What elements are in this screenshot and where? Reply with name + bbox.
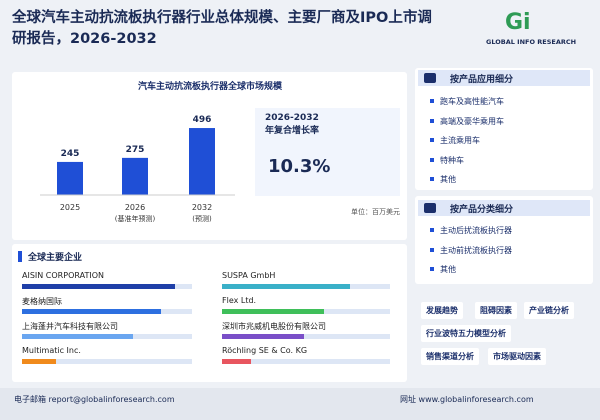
icon bbox=[424, 73, 436, 83]
cagr-box bbox=[255, 108, 400, 196]
title: 全球汽车主动抗流板执行器行业总体规模、主要厂商及IPO上市调 研报告，2026-… bbox=[12, 8, 432, 50]
chart: 汽车主动抗流板执行器全球市场规模 2026-2032 年复合增长率 10.3% … bbox=[40, 80, 400, 223]
header-bar bbox=[418, 70, 590, 86]
web-label: 网址 bbox=[400, 395, 416, 404]
footer-email: 电子邮箱 report@globalinforesearch.com bbox=[14, 394, 175, 405]
x-tick-label: 2026 bbox=[125, 203, 145, 212]
logo-mark: Gi bbox=[505, 10, 531, 35]
company-name: 麦格纳国际 bbox=[22, 297, 62, 306]
cagr-label: 年复合增长率 bbox=[265, 124, 319, 136]
chart-title: 汽车主动抗流板执行器全球市场规模 bbox=[138, 80, 283, 92]
x-tick-note: (基准年预测) bbox=[115, 214, 156, 223]
section-title: 全球主要企业 bbox=[28, 253, 83, 263]
bullet bbox=[430, 247, 434, 252]
value-label: 496 bbox=[193, 115, 212, 125]
footer-web: 网址 www.globalinforesearch.com bbox=[400, 394, 534, 405]
bullet bbox=[430, 157, 434, 162]
list-item: 特种车 bbox=[440, 155, 464, 165]
list-item: 主动前扰流板执行器 bbox=[440, 245, 512, 255]
list-item: 跑车及高性能汽车 bbox=[440, 97, 504, 106]
company-bar bbox=[222, 334, 305, 339]
bar-track bbox=[22, 359, 192, 364]
section-title: 按产品应用细分 bbox=[450, 75, 514, 85]
tag: 阻碍因素 bbox=[475, 302, 517, 319]
bar bbox=[189, 128, 215, 195]
tag: 市场驱动因素 bbox=[488, 348, 546, 365]
header-bar bbox=[418, 200, 590, 216]
application-panel bbox=[415, 68, 593, 190]
company-name: 上海蓬井汽车科技有限公司 bbox=[22, 322, 118, 331]
bullet bbox=[430, 267, 434, 271]
company-bar bbox=[222, 359, 251, 364]
cagr-value: 10.3% bbox=[268, 156, 330, 177]
bullet bbox=[430, 138, 434, 142]
value-label: 245 bbox=[61, 149, 80, 159]
cagr-period: 2026-2032 bbox=[265, 113, 319, 123]
bar-track bbox=[222, 359, 390, 364]
company-bar bbox=[22, 309, 162, 314]
bullet bbox=[430, 99, 434, 103]
bullet bbox=[430, 118, 434, 123]
company-name: SUSPA GmbH bbox=[222, 271, 276, 280]
x-tick-label: 2032 bbox=[192, 203, 212, 212]
tag: 发展趋势 bbox=[421, 302, 463, 319]
company-name: Flex Ltd. bbox=[222, 296, 257, 305]
email-label: 电子邮箱 bbox=[14, 395, 46, 404]
section-title: 按产品分类细分 bbox=[450, 205, 514, 215]
bullet bbox=[430, 228, 434, 232]
bar bbox=[122, 157, 148, 195]
company-bar bbox=[222, 309, 325, 314]
company-name: 深圳市兆威机电股份有限公司 bbox=[222, 322, 326, 331]
title-line: 研报告，2026-2032 bbox=[12, 31, 157, 47]
list-item: 其他 bbox=[440, 265, 456, 274]
marker bbox=[18, 251, 22, 262]
email: report@globalinforesearch.com bbox=[48, 395, 175, 404]
company-bar bbox=[22, 359, 56, 364]
company-name: AISIN CORPORATION bbox=[22, 271, 104, 280]
footer bbox=[0, 388, 600, 420]
x-tick-note: (预测) bbox=[192, 214, 212, 223]
web: www.globalinforesearch.com bbox=[418, 395, 534, 404]
list-item: 主流乘用车 bbox=[440, 136, 480, 145]
bar bbox=[57, 161, 83, 195]
list-item: 其他 bbox=[440, 175, 456, 184]
company-name: Röchling SE & Co. KG bbox=[222, 346, 308, 355]
icon bbox=[424, 203, 436, 213]
unit: 单位：百万美元 bbox=[351, 207, 400, 216]
list-item: 主动后扰流板执行器 bbox=[440, 226, 512, 235]
company-bar bbox=[22, 334, 133, 339]
bar-track bbox=[222, 334, 390, 339]
company-name: Multimatic Inc. bbox=[22, 346, 81, 355]
tag: 销售渠道分析 bbox=[421, 348, 479, 365]
title-line: 全球汽车主动抗流板执行器行业总体规模、主要厂商及IPO上市调 bbox=[12, 10, 432, 26]
tag: 产业链分析 bbox=[524, 302, 574, 319]
company-bar bbox=[222, 284, 350, 289]
value-label: 275 bbox=[126, 145, 145, 155]
company-bar bbox=[22, 284, 175, 289]
logo-text: GLOBAL INFO RESEARCH bbox=[486, 38, 577, 46]
x-tick-label: 2025 bbox=[60, 203, 80, 212]
bullet bbox=[430, 177, 434, 181]
list-item: 高端及豪华乘用车 bbox=[440, 116, 504, 126]
tag: 行业波特五力模型分析 bbox=[421, 325, 511, 342]
